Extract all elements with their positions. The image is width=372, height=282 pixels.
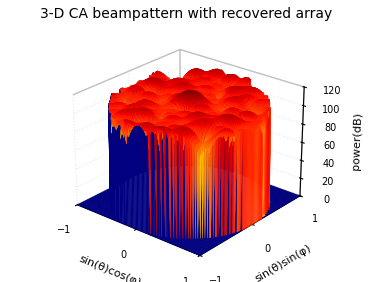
X-axis label: sin(θ)cos(φ): sin(θ)cos(φ) <box>77 254 142 282</box>
Title: 3-D CA beampattern with recovered array: 3-D CA beampattern with recovered array <box>40 7 332 21</box>
Y-axis label: sin(θ)sin(φ): sin(θ)sin(φ) <box>254 243 313 282</box>
